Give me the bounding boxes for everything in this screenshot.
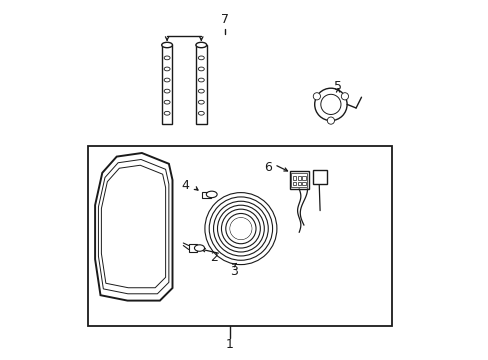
Ellipse shape xyxy=(198,89,204,93)
Circle shape xyxy=(326,117,334,124)
Bar xyxy=(292,176,296,180)
Bar xyxy=(188,244,197,252)
Circle shape xyxy=(314,88,346,121)
Bar xyxy=(202,192,211,198)
Ellipse shape xyxy=(164,56,170,60)
Text: 5: 5 xyxy=(333,80,342,93)
Text: 2: 2 xyxy=(209,251,217,264)
Ellipse shape xyxy=(198,78,204,82)
Text: 4: 4 xyxy=(181,179,189,192)
Ellipse shape xyxy=(164,67,170,71)
Ellipse shape xyxy=(194,245,204,251)
Ellipse shape xyxy=(164,100,170,104)
Circle shape xyxy=(230,218,251,239)
Bar xyxy=(162,45,172,124)
Ellipse shape xyxy=(164,89,170,93)
Ellipse shape xyxy=(196,42,206,48)
Ellipse shape xyxy=(198,56,204,60)
Ellipse shape xyxy=(198,111,204,115)
Circle shape xyxy=(313,93,320,100)
Ellipse shape xyxy=(162,42,172,48)
Bar xyxy=(312,170,326,184)
Ellipse shape xyxy=(164,78,170,82)
Circle shape xyxy=(341,93,348,100)
Bar xyxy=(88,146,391,326)
Polygon shape xyxy=(95,153,172,301)
Bar xyxy=(297,182,301,185)
Bar xyxy=(302,182,305,185)
Text: 3: 3 xyxy=(229,265,237,278)
Bar xyxy=(196,45,206,124)
Ellipse shape xyxy=(198,67,204,71)
Bar xyxy=(292,182,296,185)
Text: 1: 1 xyxy=(225,338,234,351)
Circle shape xyxy=(320,94,340,114)
Ellipse shape xyxy=(206,191,217,198)
Text: 6: 6 xyxy=(264,161,271,174)
Bar xyxy=(297,176,301,180)
Ellipse shape xyxy=(164,111,170,115)
Text: 7: 7 xyxy=(220,13,228,26)
Bar xyxy=(302,176,305,180)
Bar xyxy=(289,171,309,189)
Bar xyxy=(290,173,306,187)
Ellipse shape xyxy=(198,100,204,104)
